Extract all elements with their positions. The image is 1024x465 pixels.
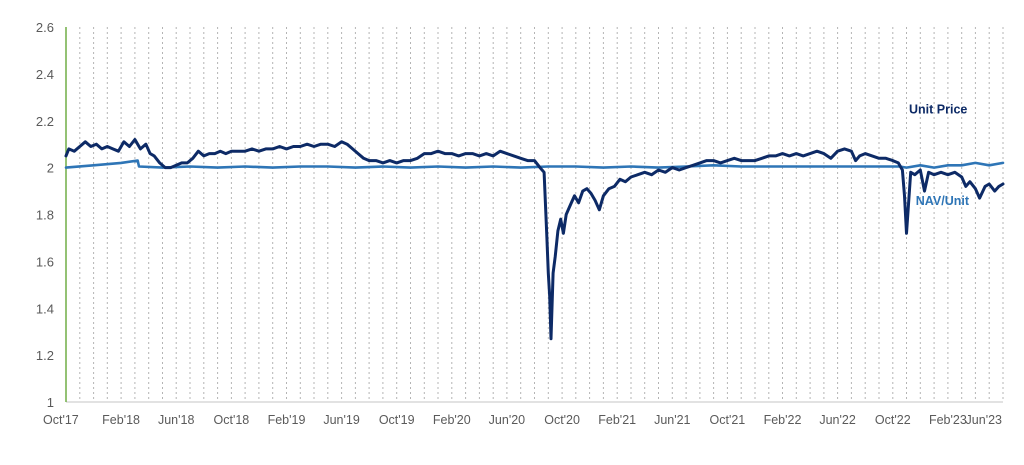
vertical-gridlines — [79, 27, 1004, 402]
x-tick-label: Jun'21 — [654, 413, 690, 427]
y-tick-label: 1 — [47, 395, 54, 410]
y-tick-label: 2.6 — [36, 20, 54, 35]
unit-price-line — [64, 138, 1005, 341]
x-tick-label: Feb'21 — [598, 413, 636, 427]
x-tick-label: Oct'20 — [544, 413, 580, 427]
nav-unit-label: NAV/Unit — [916, 194, 970, 208]
x-tick-label: Oct'17 — [43, 413, 79, 427]
y-tick-label: 1.8 — [36, 208, 54, 223]
x-tick-label: Jun'20 — [489, 413, 525, 427]
x-tick-label: Oct'21 — [710, 413, 746, 427]
x-tick-label: Oct'18 — [214, 413, 250, 427]
x-tick-label: Feb'20 — [433, 413, 471, 427]
x-tick-label: Feb'23 — [929, 413, 967, 427]
y-tick-label: 1.6 — [36, 254, 54, 269]
y-axis-tick-labels: 1 1.2 1.4 1.6 1.8 2 2.2 2.4 2.6 — [36, 20, 54, 410]
y-tick-label: 2 — [47, 161, 54, 176]
x-tick-label: Jun'23 — [966, 413, 1002, 427]
x-tick-label: Jun'18 — [158, 413, 194, 427]
x-tick-label: Jun'22 — [819, 413, 855, 427]
x-tick-label: Feb'22 — [764, 413, 802, 427]
y-tick-label: 1.2 — [36, 348, 54, 363]
series-lines — [64, 138, 1005, 341]
x-tick-label: Oct'22 — [875, 413, 911, 427]
unit-price-label: Unit Price — [909, 103, 967, 117]
x-axis-tick-labels: Oct'17 Feb'18 Jun'18 Oct'18 Feb'19 Jun'19 Oct'… — [43, 413, 1002, 427]
x-tick-label: Feb'19 — [268, 413, 306, 427]
y-tick-label: 2.2 — [36, 114, 54, 129]
series-annotations: Unit Price NAV/Unit — [909, 103, 970, 208]
y-tick-label: 2.4 — [36, 67, 54, 82]
nav-unit-line — [64, 159, 1005, 169]
x-tick-label: Feb'18 — [102, 413, 140, 427]
x-tick-label: Jun'19 — [323, 413, 359, 427]
y-tick-label: 1.4 — [36, 301, 54, 316]
x-tick-label: Oct'19 — [379, 413, 415, 427]
